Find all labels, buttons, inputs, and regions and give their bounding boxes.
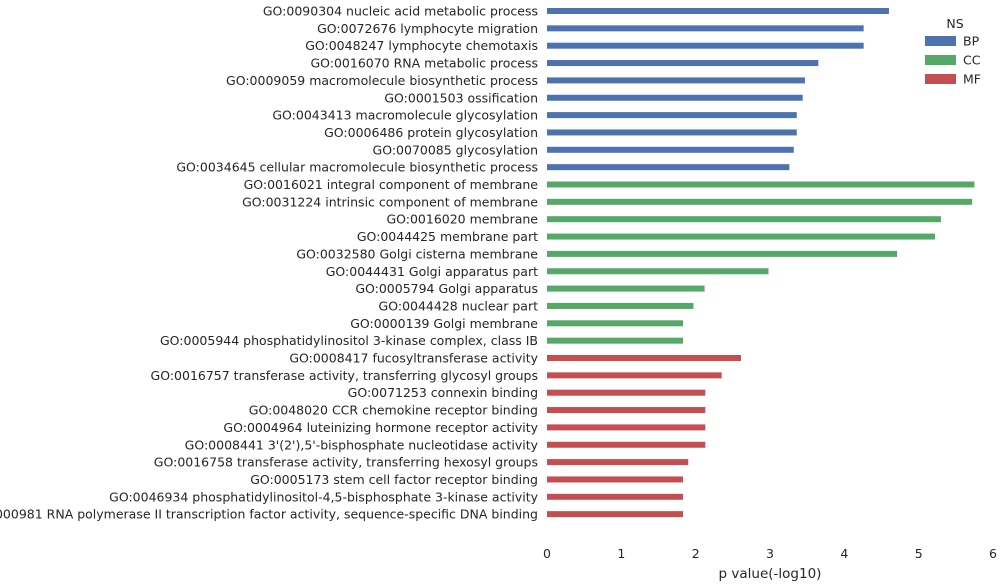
bar-mf xyxy=(547,441,706,448)
category-label: GO:0005794 Golgi apparatus xyxy=(355,281,538,296)
category-label: GO:0004964 luteinizing hormone receptor … xyxy=(223,420,538,435)
legend-swatch-bp xyxy=(925,36,956,46)
legend-title: NS xyxy=(946,16,963,31)
bar-mf xyxy=(547,407,706,414)
x-tick-label: 2 xyxy=(692,546,700,561)
bar-bp xyxy=(547,112,797,119)
x-ticks-layer: 0 1 2 3 4 5 6 xyxy=(543,546,997,561)
category-label: GO:0046934 phosphatidylinositol-4,5-bisp… xyxy=(109,489,538,504)
category-label: GO:0016757 transferase activity, transfe… xyxy=(151,368,538,383)
bar-cc xyxy=(547,181,975,188)
bar-mf xyxy=(547,424,706,431)
legend: NS BP CC MF xyxy=(925,16,981,87)
bar-mf xyxy=(547,355,742,361)
bar-cc xyxy=(547,233,936,240)
bar-bp xyxy=(547,146,794,153)
category-label: GO:0008417 fucosyltransferase activity xyxy=(289,351,538,366)
category-label: GO:0006486 protein glycosylation xyxy=(324,125,538,140)
bar-cc xyxy=(547,250,898,257)
category-label: GO:0044425 membrane part xyxy=(357,229,538,244)
category-label: GO:0008441 3'(2'),5'-bisphosphate nucleo… xyxy=(185,437,539,452)
bar-cc xyxy=(547,337,684,344)
x-tick-label: 4 xyxy=(840,546,848,561)
category-label: GO:0016021 integral component of membran… xyxy=(244,177,539,192)
bar-cc xyxy=(547,302,694,309)
bar-bp xyxy=(547,94,803,101)
bar-mf xyxy=(547,372,722,379)
legend-label-mf: MF xyxy=(963,72,981,87)
bar-mf xyxy=(547,389,706,396)
bar-bp xyxy=(547,25,864,32)
category-label: GO:0048020 CCR chemokine receptor bindin… xyxy=(249,403,538,418)
category-labels-layer: GO:0090304 nucleic acid metabolic proces… xyxy=(0,4,539,522)
bar-cc xyxy=(547,285,705,292)
bar-mf xyxy=(547,511,684,518)
bar-bp xyxy=(547,164,790,171)
bar-bp xyxy=(547,8,889,14)
category-label: GO:0016020 membrane xyxy=(386,212,538,227)
bar-bp xyxy=(547,42,864,49)
x-tick-label: 3 xyxy=(766,546,774,561)
category-label: GO:0048247 lymphocyte chemotaxis xyxy=(305,38,538,53)
legend-label-cc: CC xyxy=(963,53,981,68)
category-label: GO:0000139 Golgi membrane xyxy=(350,316,538,331)
category-label: GO:0032580 Golgi cisterna membrane xyxy=(296,246,538,261)
category-label: GO:0044428 nuclear part xyxy=(379,298,539,313)
bar-cc xyxy=(547,198,973,205)
x-axis-label: p value(-log10) xyxy=(719,566,822,582)
category-label: GO:0000981 RNA polymerase II transcripti… xyxy=(0,507,538,522)
bar-bp xyxy=(547,129,797,136)
category-label: GO:0005944 phosphatidylinositol 3-kinase… xyxy=(160,333,538,348)
category-label: GO:0005173 stem cell factor receptor bin… xyxy=(250,472,538,487)
category-label: GO:0034645 cellular macromolecule biosyn… xyxy=(176,160,538,175)
category-label: GO:0016070 RNA metabolic process xyxy=(310,56,538,71)
bar-mf xyxy=(547,493,684,500)
bar-cc xyxy=(547,320,684,327)
x-tick-label: 1 xyxy=(617,546,625,561)
bar-bp xyxy=(547,60,819,67)
bar-cc xyxy=(547,268,769,275)
legend-swatch-mf xyxy=(925,74,956,84)
bar-mf xyxy=(547,476,684,483)
category-label: GO:0044431 Golgi apparatus part xyxy=(326,264,538,279)
category-label: GO:0001503 ossification xyxy=(384,90,538,105)
bar-bp xyxy=(547,77,805,84)
x-tick-label: 0 xyxy=(543,546,551,561)
bar-cc xyxy=(547,216,941,223)
x-tick-label: 6 xyxy=(989,546,997,561)
category-label: GO:0016758 transferase activity, transfe… xyxy=(154,455,538,470)
category-label: GO:0090304 nucleic acid metabolic proces… xyxy=(263,4,538,19)
category-label: GO:0009059 macromolecule biosynthetic pr… xyxy=(226,73,538,88)
bars-layer xyxy=(547,8,975,518)
category-label: GO:0031224 intrinsic component of membra… xyxy=(242,194,538,209)
category-label: GO:0070085 glycosylation xyxy=(373,142,538,157)
category-label: GO:0072676 lymphocyte migration xyxy=(317,21,538,36)
category-label: GO:0071253 connexin binding xyxy=(348,385,538,400)
x-tick-label: 5 xyxy=(915,546,923,561)
bar-mf xyxy=(547,459,689,466)
category-label: GO:0043413 macromolecule glycosylation xyxy=(272,108,538,123)
legend-label-bp: BP xyxy=(963,34,980,49)
legend-swatch-cc xyxy=(925,55,956,65)
